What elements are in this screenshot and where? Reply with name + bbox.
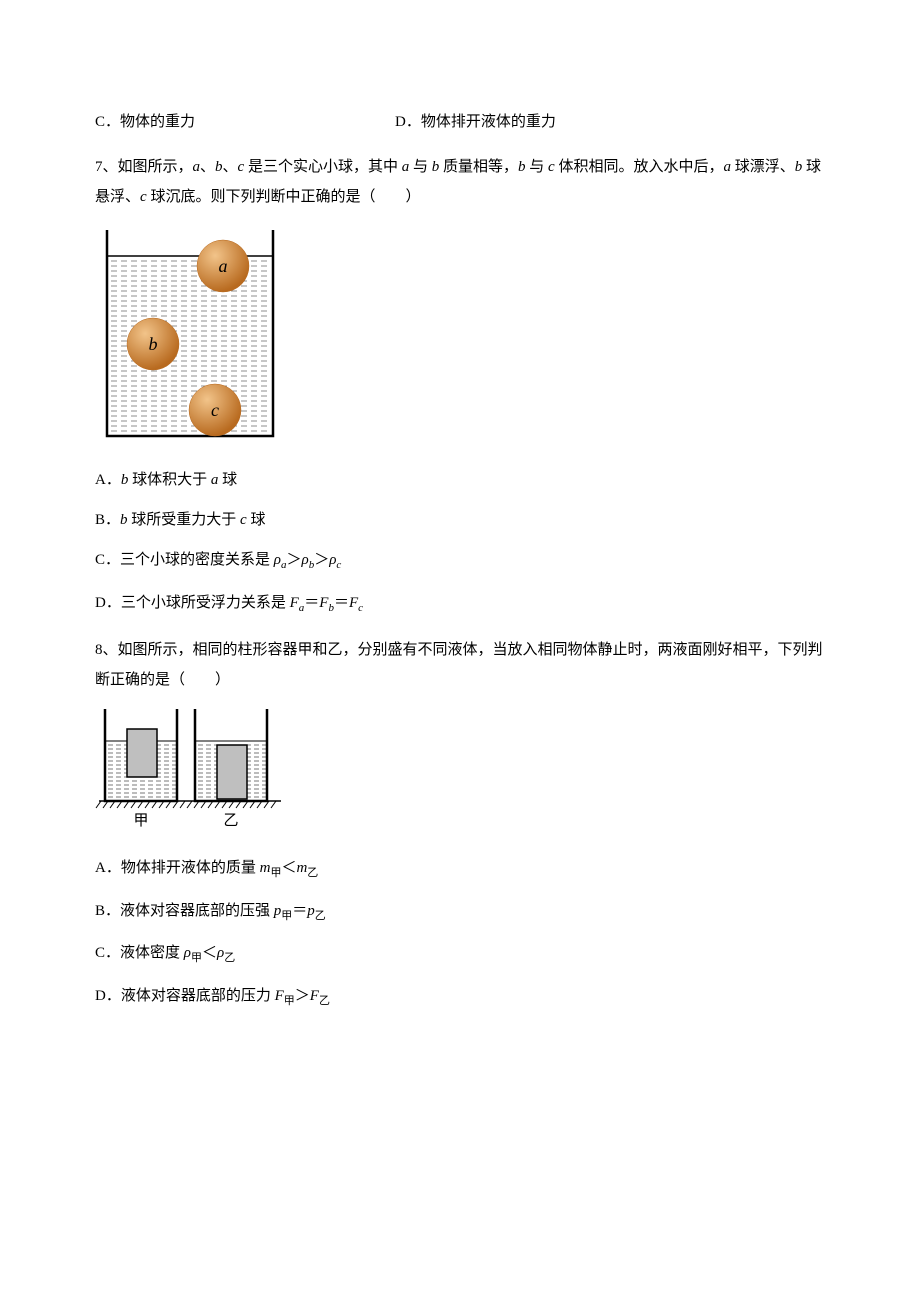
q7-opt-c: C．三个小球的密度关系是 ρa＞ρb＞ρc: [95, 548, 825, 575]
t: B．: [95, 512, 120, 528]
t: 、: [200, 159, 215, 175]
t: ＝: [292, 903, 307, 919]
t: 与: [409, 159, 432, 175]
t: 球: [218, 472, 237, 488]
F: F: [349, 595, 358, 611]
q8-opt-b: B．液体对容器底部的压强 p甲＝p乙: [95, 899, 825, 926]
t: A．物体排开液体的质量: [95, 860, 260, 876]
t: B．液体对容器底部的压强: [95, 903, 274, 919]
var-c: c: [548, 159, 555, 175]
F: F: [275, 988, 284, 1004]
sub: 乙: [224, 952, 235, 964]
sub: 乙: [315, 910, 326, 922]
q8-opt-c: C．液体密度 ρ甲＜ρ乙: [95, 941, 825, 968]
q6-options-cd: C．物体的重力 D．物体排开液体的重力: [95, 110, 825, 134]
rho: ρ: [184, 945, 191, 961]
t: D．三个小球所受浮力关系是: [95, 595, 290, 611]
q7-opt-d: D．三个小球所受浮力关系是 Fa＝Fb＝Fc: [95, 591, 825, 618]
F: F: [290, 595, 299, 611]
sub: c: [358, 602, 363, 614]
q8-figure: 甲乙: [95, 705, 825, 838]
m: m: [296, 860, 307, 876]
t: 球漂浮、: [731, 159, 795, 175]
t: 球体积大于: [128, 472, 211, 488]
t: 与: [526, 159, 549, 175]
q7-stem: 7、如图所示，a、b、c 是三个实心小球，其中 a 与 b 质量相等，b 与 c…: [95, 152, 825, 212]
t: ＝: [334, 595, 349, 611]
t: C．三个小球的密度关系是: [95, 552, 274, 568]
p: p: [307, 903, 315, 919]
var-a: a: [193, 159, 201, 175]
q8-opt-a: A．物体排开液体的质量 m甲＜m乙: [95, 856, 825, 883]
t: 质量相等，: [439, 159, 518, 175]
t: ＝: [304, 595, 319, 611]
sub: 乙: [319, 995, 330, 1007]
q8-opt-d: D．液体对容器底部的压力 F甲＞F乙: [95, 984, 825, 1011]
var-b: b: [120, 512, 128, 528]
F: F: [310, 988, 319, 1004]
t: ＜: [202, 945, 217, 961]
q8-stem: 8、如图所示，相同的柱形容器甲和乙，分别盛有不同液体，当放入相同物体静止时，两液…: [95, 635, 825, 695]
t: C．液体密度: [95, 945, 184, 961]
t: 、: [223, 159, 238, 175]
svg-text:b: b: [149, 334, 158, 354]
var-b: b: [215, 159, 223, 175]
sub: 乙: [307, 867, 318, 879]
sub: 甲: [270, 867, 281, 879]
sub: c: [336, 559, 341, 571]
m: m: [260, 860, 271, 876]
var-c: c: [140, 189, 147, 205]
sub: 甲: [191, 952, 202, 964]
rho: ρ: [301, 552, 308, 568]
svg-text:甲: 甲: [133, 813, 148, 829]
q6-opt-d: D．物体排开液体的重力: [395, 110, 556, 134]
q7-opt-b: B．b 球所受重力大于 c 球: [95, 508, 825, 532]
var-a: a: [723, 159, 731, 175]
q7-opt-a: A．b 球体积大于 a 球: [95, 468, 825, 492]
q7-figure: a b c: [95, 222, 825, 450]
svg-text:c: c: [211, 400, 219, 420]
t: 球: [247, 512, 266, 528]
t: ＞: [295, 988, 310, 1004]
t: A．: [95, 472, 121, 488]
t: D．液体对容器底部的压力: [95, 988, 275, 1004]
var-b: b: [518, 159, 526, 175]
t: 球沉底。则下列判断中正确的是（ ）: [147, 189, 421, 205]
sub: 甲: [281, 910, 292, 922]
t: ＜: [281, 860, 296, 876]
var-c: c: [240, 512, 247, 528]
t: 7、如图所示，: [95, 159, 193, 175]
sub: 甲: [284, 995, 295, 1007]
t: 是三个实心小球，其中: [244, 159, 402, 175]
t: 球所受重力大于: [128, 512, 241, 528]
svg-text:乙: 乙: [223, 813, 238, 829]
svg-text:a: a: [219, 256, 228, 276]
t: ＞: [314, 552, 329, 568]
rho: ρ: [274, 552, 281, 568]
q6-opt-c: C．物体的重力: [95, 110, 395, 134]
t: ＞: [286, 552, 301, 568]
t: 体积相同。放入水中后，: [555, 159, 724, 175]
